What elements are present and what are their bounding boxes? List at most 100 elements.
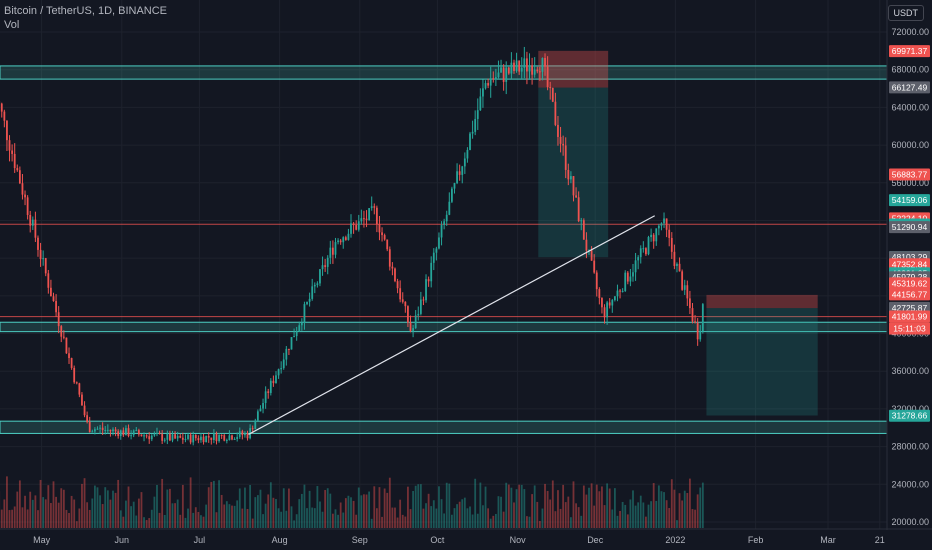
candle-body [91,431,94,433]
candle-body [334,242,337,255]
volume-bar [200,515,202,528]
time-tick-label: Nov [510,535,527,545]
candle-body [652,234,655,242]
volume-bar [469,506,471,528]
volume-bar [96,487,99,528]
candle-body [471,131,474,134]
volume-bar [515,489,518,528]
candle-body [197,438,200,441]
price-zone[interactable] [0,65,888,80]
volume-bar [668,508,671,528]
candle-body [176,435,179,439]
volume-bar [575,503,577,528]
symbol-title[interactable]: Bitcoin / TetherUS, 1D, BINANCE [4,5,168,17]
volume-bar [344,498,347,528]
volume-bar [363,494,365,528]
volume-bar [236,500,239,528]
candle-body [313,284,316,287]
volume-bar [541,508,544,528]
candle-body [57,312,60,327]
volume-bar [132,501,135,528]
candle-body [187,434,189,439]
volume-bar [125,500,127,528]
volume-bar [171,503,174,528]
time-axis[interactable]: May Jun Jul Aug Sep Oct Nov Dec 2022 Feb Mar 21 [33,535,885,545]
volume-bar [611,509,614,528]
candle-body [678,263,681,272]
volume-bar [370,518,373,528]
volume-bar [430,506,433,528]
candle-body [686,285,689,299]
volume-bar [487,508,490,528]
volume-bar [471,514,474,528]
volume-bar [215,512,218,528]
candle-body [171,434,174,441]
candle-body [119,430,122,437]
candle-body [148,436,151,440]
candle-body [497,72,500,78]
volume-bar [572,481,575,528]
candle-body [570,176,572,180]
volume-bar [60,488,63,528]
price-tag-label: 42725.87 [892,303,928,313]
volume-bar [339,502,342,528]
time-tick-label: Feb [748,535,764,545]
volume-bar [577,507,580,528]
candle-body [681,271,684,290]
candle-body [8,140,11,151]
volume-bar [140,492,143,528]
price-tag-label: 44156.77 [892,289,928,299]
candle-body [233,439,236,441]
volume-bar [181,484,184,528]
candle-body [676,263,678,266]
time-tick-label: Aug [272,535,288,545]
candle-body [365,218,368,220]
volume-bar [500,496,502,528]
time-tick-label: Oct [430,535,445,545]
volume-bar [388,477,391,528]
volume-bar [42,497,45,528]
candle-body [487,83,490,86]
volume-bar [536,501,539,528]
candle-body [482,88,484,97]
trend-line[interactable] [248,215,655,435]
stop-loss-zone[interactable] [538,50,609,88]
volume-bar [319,501,321,528]
candle-body [476,110,479,119]
candle-body [407,306,409,323]
candle-body [324,265,327,267]
take-profit-zone[interactable] [706,308,818,416]
candle-body [122,430,125,436]
candle-body [463,158,466,167]
volume-bar [179,514,182,528]
volume-bar [117,479,120,528]
price-tag [889,288,930,301]
candlesticks [0,46,704,446]
candle-body [207,435,210,438]
candle-body [691,308,694,322]
volume-bar [394,507,396,528]
currency-button[interactable]: USDT [887,5,924,21]
take-profit-zone[interactable] [538,87,609,258]
candle-body [536,69,539,72]
candle-body [663,218,665,224]
candle-body [83,405,86,416]
candle-body [184,438,187,440]
volume-indicator-label[interactable]: Vol [4,19,20,31]
candle-body [453,183,456,189]
volume-bar [663,492,665,528]
candle-body [192,434,195,443]
candle-body [280,368,283,370]
candle-body [319,269,321,284]
price-tag-label: 31278.66 [892,411,928,421]
candle-body [169,433,171,441]
stop-loss-zone[interactable] [706,294,818,309]
candle-body [645,248,647,255]
volume-bar [316,486,319,528]
candle-body [582,220,585,240]
volume-bar [624,504,627,528]
volume-bar [448,483,451,528]
volume-bar [225,501,228,528]
candle-body [290,337,293,350]
